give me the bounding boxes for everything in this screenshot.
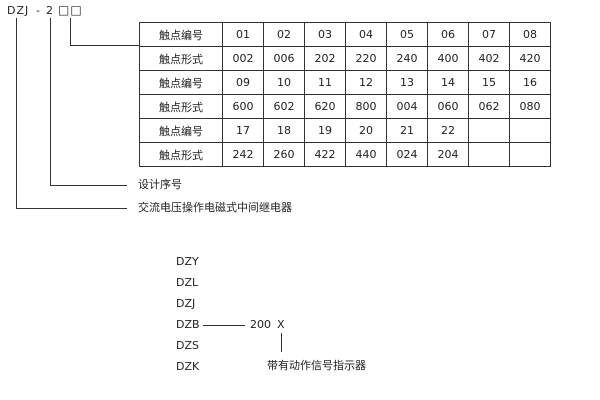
row-header-cell: 触点编号 [139, 22, 223, 47]
series-item: DZB [176, 318, 200, 331]
table-cell: 080 [509, 94, 551, 119]
series-item: DZY [176, 255, 199, 268]
table-cell: 420 [509, 46, 551, 71]
table-cell: 14 [427, 70, 469, 95]
table-cell: 240 [386, 46, 428, 71]
table-cell: 060 [427, 94, 469, 119]
table-cell: 06 [427, 22, 469, 47]
table-cell: 220 [345, 46, 387, 71]
table-cell: 024 [386, 142, 428, 167]
table-row: 触点形式 600 602 620 800 004 060 062 080 [139, 94, 551, 119]
table-cell: 260 [263, 142, 305, 167]
relay-type-label: 交流电压操作电磁式中间继电器 [138, 201, 292, 214]
contact-connector [70, 18, 139, 46]
table-cell: 002 [222, 46, 264, 71]
series-item: DZL [176, 276, 199, 289]
table-cell: 10 [263, 70, 305, 95]
table-cell: 21 [386, 118, 428, 143]
table-cell: 07 [468, 22, 510, 47]
table-cell: 402 [468, 46, 510, 71]
table-cell: 02 [263, 22, 305, 47]
table-cell: 242 [222, 142, 264, 167]
table-cell: 422 [304, 142, 346, 167]
table-cell: 400 [427, 46, 469, 71]
row-header-cell: 触点编号 [139, 70, 223, 95]
table-cell: 202 [304, 46, 346, 71]
table-row: 触点形式 242 260 422 440 024 204 [139, 142, 551, 167]
table-cell: 16 [509, 70, 551, 95]
design-no-connector [50, 18, 127, 186]
model-boxes: □□ [58, 3, 83, 17]
table-cell: 600 [222, 94, 264, 119]
table-cell: 18 [263, 118, 305, 143]
row-header-cell: 触点形式 [139, 46, 223, 71]
table-row: 触点形式 002 006 202 220 240 400 402 420 [139, 46, 551, 71]
row-header-cell: 触点形式 [139, 142, 223, 167]
table-cell [468, 142, 510, 167]
table-cell: 440 [345, 142, 387, 167]
table-cell [468, 118, 510, 143]
table-row: 触点编号 01 02 03 04 05 06 07 08 [139, 22, 551, 47]
relay-type-connector [16, 18, 127, 209]
row-header-cell: 触点编号 [139, 118, 223, 143]
table-cell: 006 [263, 46, 305, 71]
series-code: 200 [250, 318, 271, 331]
design-no-label: 设计序号 [138, 178, 182, 191]
model-digit: 2 [46, 4, 53, 17]
model-prefix: DZJ [7, 4, 30, 17]
table-row: 触点编号 17 18 19 20 21 22 [139, 118, 551, 143]
table-cell: 004 [386, 94, 428, 119]
table-cell: 800 [345, 94, 387, 119]
table-cell: 620 [304, 94, 346, 119]
table-cell: 04 [345, 22, 387, 47]
table-cell: 22 [427, 118, 469, 143]
contact-table: 触点编号 01 02 03 04 05 06 07 08 触点形式 002 006 202 220 240 4… [139, 22, 551, 167]
table-cell: 01 [222, 22, 264, 47]
table-cell: 09 [222, 70, 264, 95]
table-cell: 11 [304, 70, 346, 95]
table-cell: 20 [345, 118, 387, 143]
table-cell: 05 [386, 22, 428, 47]
table-cell: 15 [468, 70, 510, 95]
model-dash: - [36, 4, 40, 17]
series-item: DZJ [176, 297, 196, 310]
series-item: DZS [176, 339, 199, 352]
table-cell: 12 [345, 70, 387, 95]
series-suffix: X [277, 318, 285, 331]
table-cell: 602 [263, 94, 305, 119]
table-cell: 17 [222, 118, 264, 143]
table-cell: 19 [304, 118, 346, 143]
table-cell [509, 142, 551, 167]
table-cell: 062 [468, 94, 510, 119]
table-row: 触点编号 09 10 11 12 13 14 15 16 [139, 70, 551, 95]
table-cell: 13 [386, 70, 428, 95]
series-item: DZK [176, 360, 200, 373]
table-cell: 08 [509, 22, 551, 47]
table-cell [509, 118, 551, 143]
table-cell: 204 [427, 142, 469, 167]
row-header-cell: 触点形式 [139, 94, 223, 119]
table-cell: 03 [304, 22, 346, 47]
suffix-description: 带有动作信号指示器 [267, 359, 366, 372]
